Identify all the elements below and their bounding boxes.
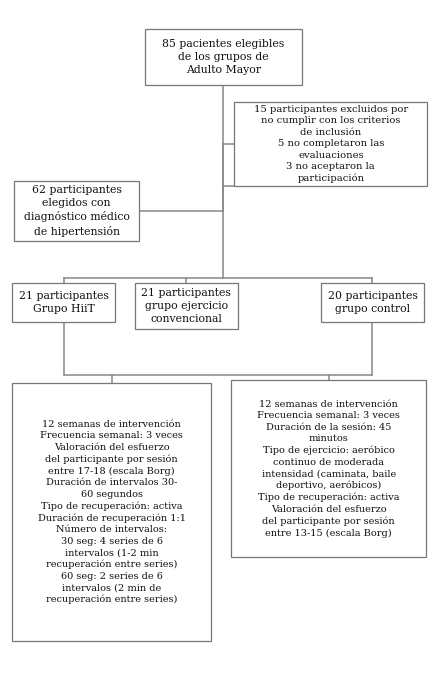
FancyBboxPatch shape (231, 380, 426, 557)
FancyBboxPatch shape (321, 283, 424, 322)
FancyBboxPatch shape (145, 29, 302, 85)
Text: 85 pacientes elegibles
de los grupos de
Adulto Mayor: 85 pacientes elegibles de los grupos de … (162, 39, 285, 75)
Text: 15 participantes excluidos por
no cumplir con los criterios
de inclusión
5 no co: 15 participantes excluidos por no cumpli… (254, 105, 408, 183)
Text: 62 participantes
elegidos con
diagnóstico médico
de hipertensión: 62 participantes elegidos con diagnóstic… (24, 185, 130, 236)
FancyBboxPatch shape (135, 283, 238, 329)
Text: 21 participantes
Grupo HiiT: 21 participantes Grupo HiiT (19, 291, 109, 314)
FancyBboxPatch shape (14, 181, 139, 241)
Text: 21 participantes
grupo ejercicio
convencional: 21 participantes grupo ejercicio convenc… (141, 288, 231, 324)
Text: 20 participantes
grupo control: 20 participantes grupo control (328, 291, 417, 314)
Text: 12 semanas de intervención
Frecuencia semanal: 3 veces
Valoración del esfuerzo
d: 12 semanas de intervención Frecuencia se… (38, 420, 186, 604)
Text: 12 semanas de intervención
Frecuencia semanal: 3 veces
Duración de la sesión: 45: 12 semanas de intervención Frecuencia se… (257, 400, 400, 538)
FancyBboxPatch shape (12, 383, 211, 641)
FancyBboxPatch shape (234, 102, 427, 186)
FancyBboxPatch shape (12, 283, 115, 322)
